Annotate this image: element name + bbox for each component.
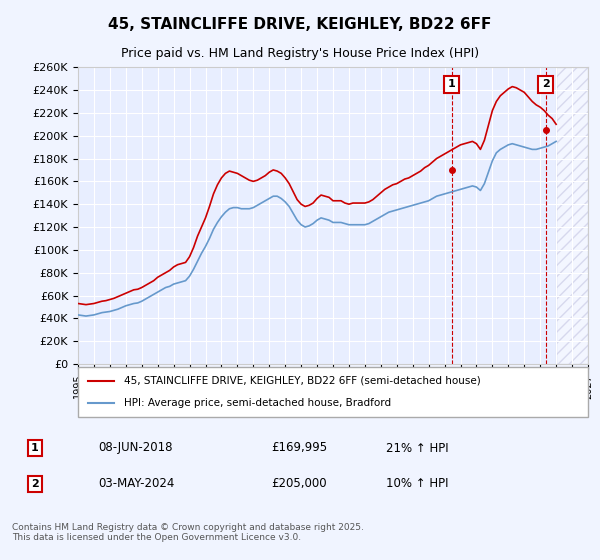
- Text: 03-MAY-2024: 03-MAY-2024: [98, 477, 175, 491]
- Text: £205,000: £205,000: [271, 477, 327, 491]
- Text: 21% ↑ HPI: 21% ↑ HPI: [386, 441, 449, 455]
- Text: 45, STAINCLIFFE DRIVE, KEIGHLEY, BD22 6FF (semi-detached house): 45, STAINCLIFFE DRIVE, KEIGHLEY, BD22 6F…: [124, 376, 481, 386]
- Text: 10% ↑ HPI: 10% ↑ HPI: [386, 477, 449, 491]
- Text: 2: 2: [542, 80, 550, 90]
- Text: £169,995: £169,995: [271, 441, 328, 455]
- FancyBboxPatch shape: [78, 367, 588, 417]
- Text: HPI: Average price, semi-detached house, Bradford: HPI: Average price, semi-detached house,…: [124, 398, 391, 408]
- Text: 1: 1: [31, 443, 39, 453]
- Bar: [556, 67, 588, 364]
- Text: 2: 2: [31, 479, 39, 489]
- Text: 1: 1: [448, 80, 455, 90]
- Text: 08-JUN-2018: 08-JUN-2018: [98, 441, 173, 455]
- Text: Price paid vs. HM Land Registry's House Price Index (HPI): Price paid vs. HM Land Registry's House …: [121, 47, 479, 60]
- Text: 45, STAINCLIFFE DRIVE, KEIGHLEY, BD22 6FF: 45, STAINCLIFFE DRIVE, KEIGHLEY, BD22 6F…: [109, 17, 491, 32]
- Text: Contains HM Land Registry data © Crown copyright and database right 2025.
This d: Contains HM Land Registry data © Crown c…: [12, 523, 364, 543]
